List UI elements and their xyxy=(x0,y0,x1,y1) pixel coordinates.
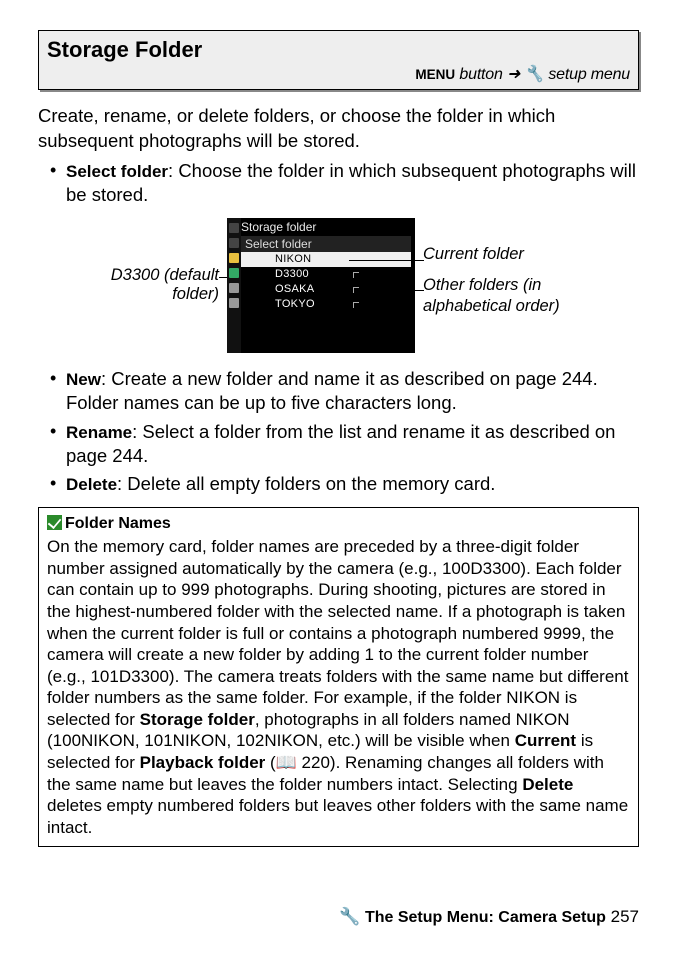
leader-line-icon xyxy=(361,290,424,291)
leader-line-icon xyxy=(349,260,424,261)
bullet-list-mid: New: Create a new folder and name it as … xyxy=(38,367,639,497)
sidebar-icon xyxy=(229,238,239,248)
figure-row: D3300 (default folder) Storage folder Se… xyxy=(38,218,639,353)
callout-other-folders: Other folders (in alphabetical order) xyxy=(423,275,578,316)
callout-current-folder: Current folder xyxy=(423,244,578,265)
callout-right: Current folder Other folders (in alphabe… xyxy=(423,244,578,326)
menu-path: MENU button ➜ 🔧 setup menu xyxy=(47,64,630,85)
info-body: deletes empty numbered folders but leave… xyxy=(47,796,628,837)
path-dest: setup menu xyxy=(544,66,630,83)
term-rename: Rename xyxy=(66,423,132,442)
list-item: D3300 xyxy=(241,267,411,282)
leader-mark-icon xyxy=(353,302,359,308)
info-box: Folder Names On the memory card, folder … xyxy=(38,507,639,847)
menu-button-label: MENU xyxy=(415,67,455,82)
term-new: New xyxy=(66,370,101,389)
wrench-icon: 🔧 xyxy=(339,907,360,926)
bullet-select-folder: Select folder: Choose the folder in whic… xyxy=(50,159,639,208)
desc-rename: : Select a folder from the list and rena… xyxy=(66,421,615,466)
bullet-new: New: Create a new folder and name it as … xyxy=(50,367,639,416)
callout-left-text: D3300 (default folder) xyxy=(111,266,219,304)
sidebar-icon xyxy=(229,253,239,263)
sidebar-icon xyxy=(229,283,239,293)
screenshot-title: Storage folder xyxy=(241,220,316,236)
page-footer: 🔧 The Setup Menu: Camera Setup 257 xyxy=(339,906,639,928)
intro-paragraph: Create, rename, or delete folders, or ch… xyxy=(38,104,639,153)
screenshot-folder-list: NIKON D3300 OSAKA TOKYO xyxy=(241,252,411,312)
term-delete: Delete xyxy=(66,475,117,494)
checkmark-icon xyxy=(47,515,62,530)
leader-mark-icon xyxy=(353,272,359,278)
info-body: On the memory card, folder names are pre… xyxy=(47,537,628,729)
sidebar-icon xyxy=(229,298,239,308)
info-title-text: Folder Names xyxy=(65,515,171,532)
bullet-rename: Rename: Select a folder from the list an… xyxy=(50,420,639,469)
page-number: 257 xyxy=(611,907,639,926)
section-header: Storage Folder MENU button ➜ 🔧 setup men… xyxy=(38,30,639,90)
list-item: TOKYO xyxy=(241,297,411,312)
camera-screenshot: Storage folder Select folder NIKON D3300… xyxy=(227,218,415,353)
footer-section: The Setup Menu: Camera Setup xyxy=(365,909,606,926)
desc-new: : Create a new folder and name it as des… xyxy=(66,368,598,413)
path-text-1: button xyxy=(455,66,503,83)
sidebar-icon xyxy=(229,223,239,233)
path-arrow-icon: ➜ xyxy=(503,66,525,83)
section-title: Storage Folder xyxy=(47,35,630,64)
screenshot-sidebar xyxy=(227,218,241,353)
desc-delete: : Delete all empty folders on the memory… xyxy=(117,473,495,494)
info-bold: Playback folder xyxy=(140,753,266,772)
leader-mark-icon xyxy=(353,287,359,293)
sidebar-icon xyxy=(229,268,239,278)
wrench-icon: 🔧 xyxy=(524,66,544,83)
info-bold: Delete xyxy=(522,775,573,794)
term-select-folder: Select folder xyxy=(66,162,168,181)
info-bold: Storage folder xyxy=(140,710,255,729)
info-box-title: Folder Names xyxy=(47,514,630,534)
bullet-delete: Delete: Delete all empty folders on the … xyxy=(50,472,639,496)
info-bold: Current xyxy=(515,731,576,750)
bullet-list-top: Select folder: Choose the folder in whic… xyxy=(38,159,639,208)
callout-left: D3300 (default folder) xyxy=(99,266,219,306)
